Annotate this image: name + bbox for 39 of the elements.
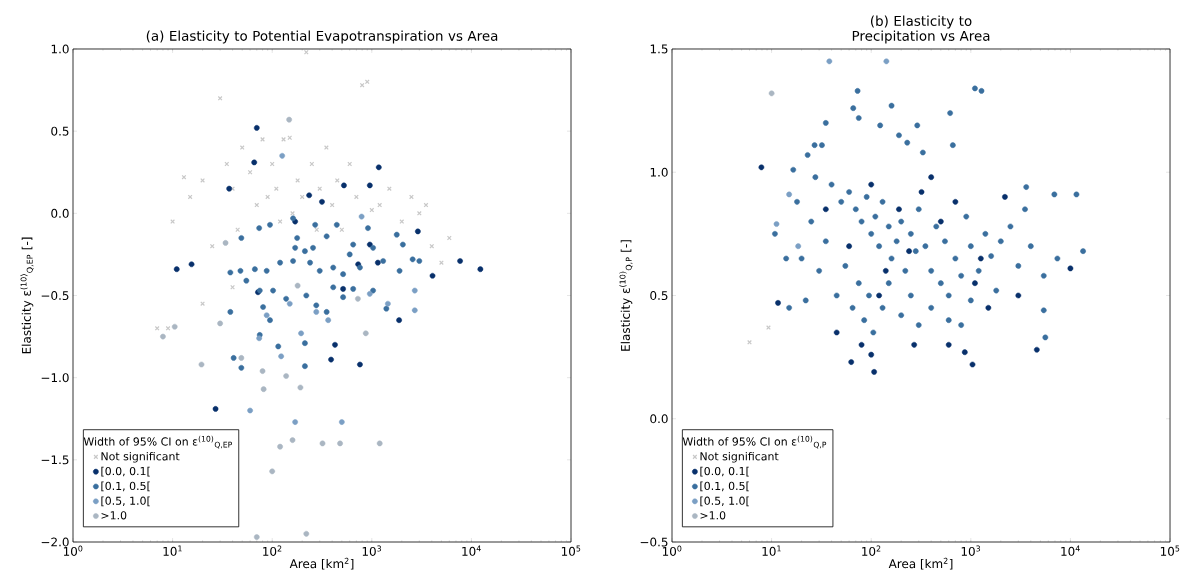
y-tick-label: −2.0 (41, 537, 69, 547)
x-tick-label: 10$^{5}$ (1160, 545, 1180, 556)
y-tick-label: −1.5 (41, 455, 69, 465)
y-tick-label: −1.0 (41, 373, 69, 383)
x-tick-label: 10$^{0}$ (63, 545, 83, 556)
y-tick-label: 0.5 (51, 126, 69, 136)
legend-label: [0.1, 0.5[ (700, 481, 749, 492)
y-tick-label: −0.5 (640, 537, 668, 547)
legend-label: [0.5, 1.0[ (101, 496, 150, 507)
x-tick-label: 10$^{4}$ (462, 545, 481, 556)
y-tick-label: 1.0 (51, 44, 69, 54)
y-tick-label: −0.5 (41, 290, 69, 301)
legend-label: [0.1, 0.5[ (101, 481, 150, 492)
y-tick-label: 0.0 (650, 414, 668, 424)
chart-title: (a) Elasticity to Potential Evapotranspiration vs Area (146, 30, 498, 44)
legend-label: Not significant (700, 451, 779, 463)
legend-label: >1.0 (700, 511, 726, 520)
x-tick-label: 10$^{5}$ (561, 545, 581, 556)
chart-title: (b) Elasticity to Precipitation vs Area (852, 15, 990, 44)
y-tick-label: 1.0 (650, 167, 668, 177)
y-tick-label: 0.0 (51, 208, 69, 218)
legend-label: [0.0, 0.1[ (101, 466, 150, 477)
y-tick-label: 1.5 (650, 44, 668, 54)
x-axis-title: Area [km$^{2}$] (888, 557, 953, 570)
x-tick-label: 10$^{3}$ (961, 545, 981, 556)
legend-label: Not significant (101, 451, 180, 463)
y-axis-title: Elasticity ε$^{(10)}$$_{Q,P}$ [-] (619, 240, 633, 351)
x-tick-label: 10$^{1}$ (762, 545, 781, 556)
x-tick-label: 10$^{3}$ (362, 545, 382, 556)
y-axis-title: Elasticity ε$^{(10)}$$_{Q,EP}$ [-] (20, 237, 34, 354)
x-tick-label: 10$^{1}$ (163, 545, 182, 556)
legend-label: >1.0 (101, 511, 127, 520)
legend-label: [0.0, 0.1[ (700, 466, 749, 477)
x-axis-title: Area [km$^{2}$] (289, 557, 354, 570)
x-tick-label: 10$^{2}$ (263, 545, 282, 556)
y-tick-label: 0.5 (650, 290, 668, 301)
legend-label: [0.5, 1.0[ (700, 496, 749, 507)
x-tick-label: 10$^{4}$ (1061, 545, 1080, 556)
x-tick-label: 10$^{2}$ (862, 545, 881, 556)
